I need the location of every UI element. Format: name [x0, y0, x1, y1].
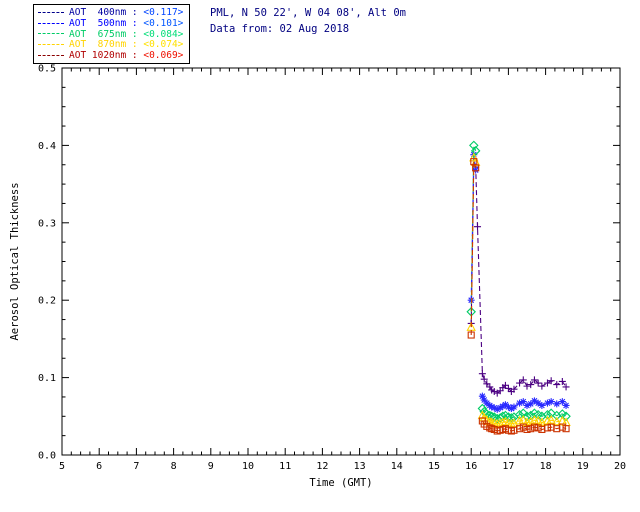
series-aot-400nm — [467, 157, 570, 397]
legend-series-mean-675nm: <0.084> — [143, 28, 184, 40]
svg-text:17: 17 — [502, 461, 514, 472]
svg-text:0.2: 0.2 — [38, 296, 56, 307]
svg-text:0.0: 0.0 — [38, 451, 56, 462]
legend-box: AOT 400nm : <0.117> AOT 500nm : <0.101> … — [33, 4, 191, 64]
svg-text:12: 12 — [316, 461, 328, 472]
series-markers — [467, 157, 570, 397]
axis-ticks — [61, 67, 621, 456]
svg-text:7: 7 — [133, 461, 139, 472]
series-markers — [467, 158, 570, 435]
x-axis-title: Time (GMT) — [309, 477, 372, 489]
svg-text:10: 10 — [242, 461, 254, 472]
legend-line-sample-675nm — [38, 33, 64, 35]
svg-text:11: 11 — [279, 461, 291, 472]
svg-text:16: 16 — [465, 461, 477, 472]
axis-tick-labels: 5 6 7 8 9 10 11 12 13 14 15 16 17 18 19 20 0.0 0.1 0.2 0.3 0… — [38, 64, 626, 473]
station-location: PML, N 50 22', W 04 08', Alt 0m — [210, 7, 406, 19]
legend-series-mean-500nm: <0.101> — [143, 17, 184, 29]
series-aot-675nm — [466, 140, 571, 424]
svg-text:14: 14 — [391, 461, 403, 472]
series-aot-870nm — [466, 152, 571, 428]
legend-series-mean-400nm: <0.117> — [143, 6, 184, 18]
series-aot-1020nm — [467, 158, 570, 435]
svg-text:5: 5 — [59, 461, 65, 472]
legend-row-675nm: AOT 675nm : <0.084> — [38, 29, 183, 40]
legend-row-1020nm: AOT 1020nm : <0.069> — [38, 50, 183, 61]
series-line — [470, 161, 567, 432]
svg-text:0.1: 0.1 — [38, 373, 56, 384]
legend-line-sample-1020nm — [38, 55, 64, 57]
svg-text:0.5: 0.5 — [38, 64, 56, 75]
series-markers — [467, 151, 570, 413]
series-line — [470, 154, 567, 410]
svg-text:9: 9 — [208, 461, 214, 472]
legend-series-mean-870nm: <0.074> — [143, 39, 184, 51]
data-date: Data from: 02 Aug 2018 — [210, 23, 350, 35]
legend-series-label-870nm: AOT 870nm : — [69, 39, 144, 51]
legend-series-mean-1020nm: <0.069> — [143, 50, 184, 62]
svg-text:15: 15 — [428, 461, 440, 472]
legend-row-400nm: AOT 400nm : <0.117> — [38, 7, 183, 18]
y-axis-title: Aerosol Optical Thickness — [9, 182, 21, 340]
svg-text:18: 18 — [540, 461, 552, 472]
series-line — [470, 145, 567, 420]
series-markers — [466, 140, 571, 424]
legend-line-sample-870nm — [38, 44, 64, 46]
svg-text:0.3: 0.3 — [38, 218, 56, 229]
svg-text:20: 20 — [614, 461, 626, 472]
legend-row-870nm: AOT 870nm : <0.074> — [38, 39, 183, 50]
station-header: PML, N 50 22', W 04 08', Alt 0m Data fro… — [210, 5, 406, 37]
svg-text:13: 13 — [354, 461, 366, 472]
legend-series-label-500nm: AOT 500nm : — [69, 17, 144, 29]
legend-line-sample-400nm — [38, 11, 64, 13]
plot-frame — [61, 67, 621, 456]
legend-row-500nm: AOT 500nm : <0.101> — [38, 18, 183, 29]
legend-series-label-400nm: AOT 400nm : — [69, 6, 144, 18]
series-markers — [466, 152, 571, 428]
legend-series-label-1020nm: AOT 1020nm : — [69, 50, 144, 62]
legend-series-label-675nm: AOT 675nm : — [69, 28, 144, 40]
svg-text:6: 6 — [96, 461, 102, 472]
svg-text:0.4: 0.4 — [38, 141, 56, 152]
series-line — [470, 160, 567, 394]
legend-line-sample-500nm — [38, 22, 64, 24]
svg-text:8: 8 — [171, 461, 177, 472]
svg-text:19: 19 — [577, 461, 589, 472]
